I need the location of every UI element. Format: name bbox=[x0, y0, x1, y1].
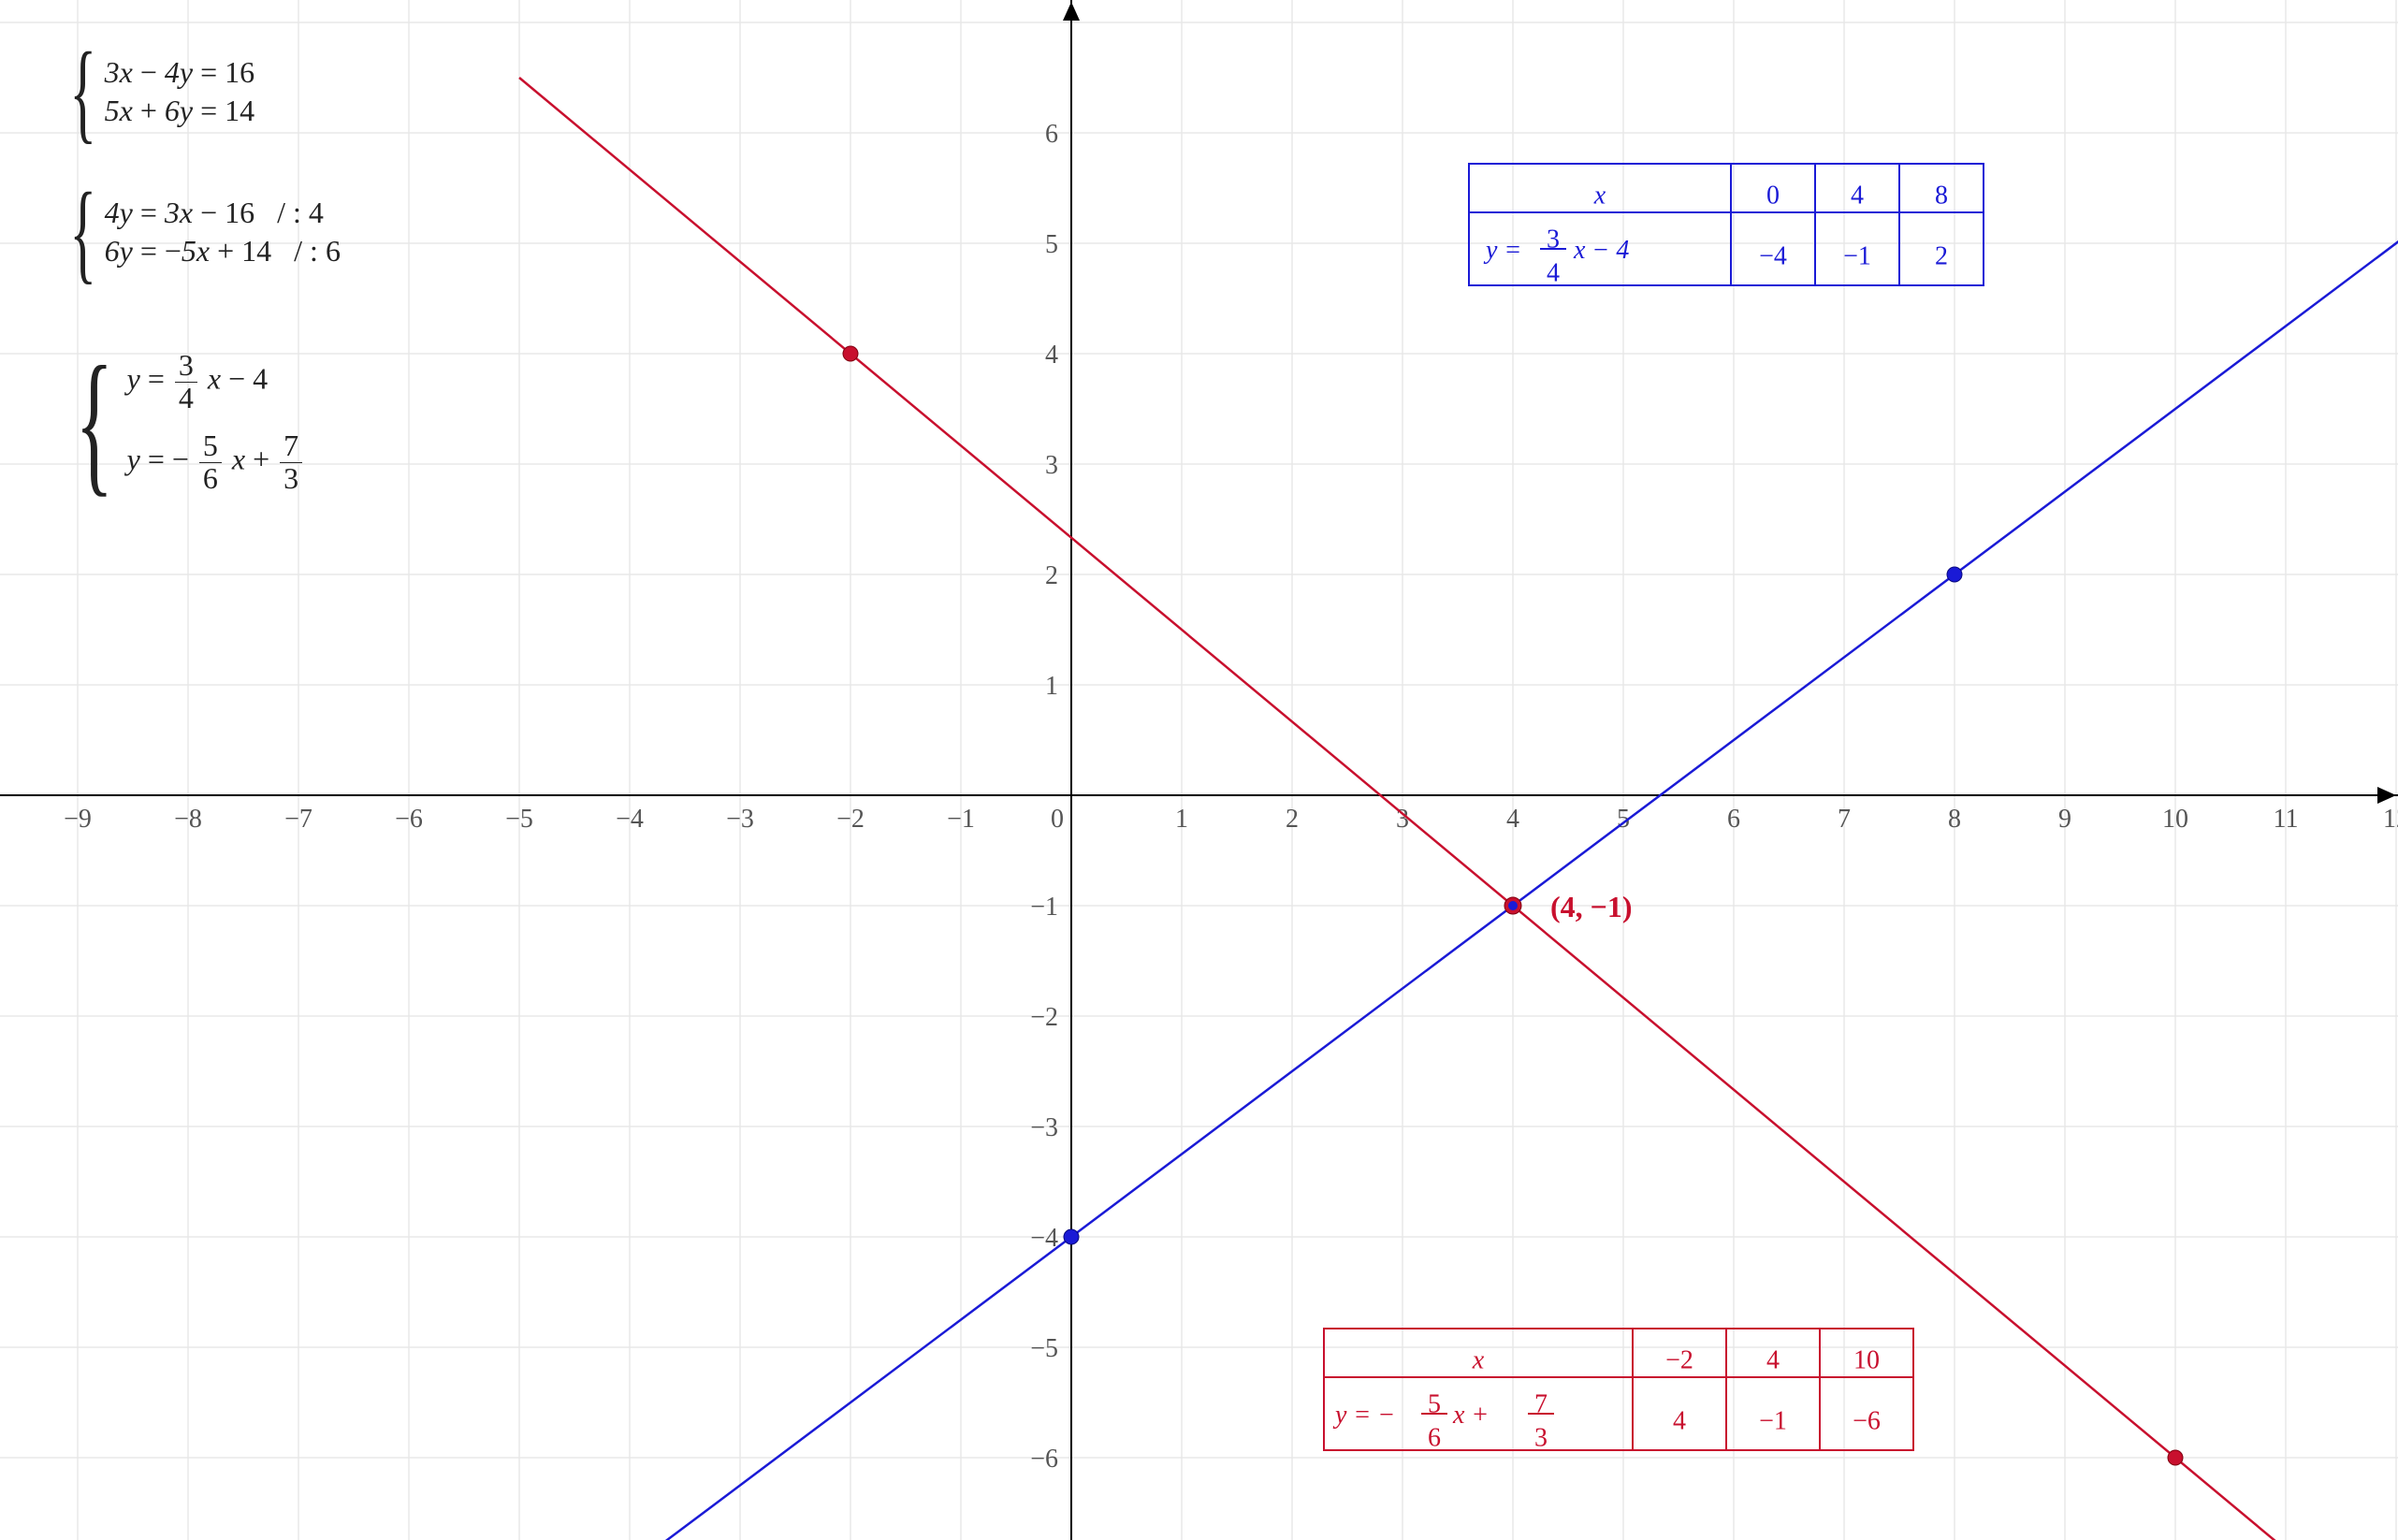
y-tick-label: 4 bbox=[1045, 341, 1058, 370]
table-red-header-val: 4 bbox=[1766, 1345, 1780, 1374]
table-blue-header-val: 0 bbox=[1766, 181, 1780, 210]
frac-n: 3 bbox=[175, 350, 197, 383]
y-tick-label: 3 bbox=[1045, 451, 1058, 480]
y-tick-label: 5 bbox=[1045, 230, 1058, 259]
x-tick-label: −4 bbox=[616, 805, 644, 834]
frac-d: 6 bbox=[199, 463, 222, 495]
table-blue-header-label: x bbox=[1593, 181, 1606, 210]
x-tick-label: −6 bbox=[395, 805, 423, 834]
equation-system-2: { 4y = 3x − 16 / : 4 6y = −5x + 14 / : 6 bbox=[56, 192, 341, 272]
x-tick-label: −2 bbox=[836, 805, 865, 834]
table-blue-row-val: 2 bbox=[1935, 241, 1948, 270]
intersection-label: (4, −1) bbox=[1550, 890, 1633, 923]
red-point bbox=[843, 346, 858, 361]
frac-n: 7 bbox=[280, 430, 302, 463]
table-red-header-label: x bbox=[1472, 1345, 1485, 1374]
table-blue-row-label: y = bbox=[1483, 236, 1521, 265]
y-tick-label: 1 bbox=[1045, 672, 1058, 701]
table-blue-row-val: −4 bbox=[1759, 241, 1787, 270]
y-tick-label: −1 bbox=[1030, 893, 1058, 922]
table-red-row-label: y = − bbox=[1332, 1401, 1395, 1430]
equation-system-3: { y = 34 x − 4 y = − 56 x + 73 bbox=[56, 346, 305, 498]
x-tick-label: −1 bbox=[947, 805, 975, 834]
x-tick-label: 12 bbox=[2383, 805, 2398, 834]
x-tick-label: −5 bbox=[505, 805, 533, 834]
eq2-rhs: 14 bbox=[225, 94, 254, 127]
x-tick-label: 10 bbox=[2162, 805, 2188, 834]
table-red-frac2-d: 3 bbox=[1534, 1423, 1548, 1452]
x-tick-label: −7 bbox=[284, 805, 312, 834]
table-red-header-val: 10 bbox=[1853, 1345, 1880, 1374]
table-blue-header-val: 4 bbox=[1851, 181, 1864, 210]
y-tick-label: −3 bbox=[1030, 1113, 1058, 1142]
red-point bbox=[2168, 1450, 2183, 1465]
x-tick-label: 4 bbox=[1506, 805, 1519, 834]
y-tick-label: −5 bbox=[1030, 1334, 1058, 1363]
equation-system-1: { 3x − 4y = 16 5x + 6y = 14 bbox=[56, 51, 254, 132]
x-tick-label: 2 bbox=[1286, 805, 1299, 834]
coordinate-plot: −9−8−7−6−5−4−3−2−10123456789101112−7−6−5… bbox=[0, 0, 2398, 1540]
red-line bbox=[519, 78, 2398, 1540]
table-red-row-val: −6 bbox=[1853, 1406, 1881, 1435]
blue-point bbox=[1064, 1229, 1079, 1244]
y-tick-label: 2 bbox=[1045, 561, 1058, 590]
x-tick-label: 9 bbox=[2058, 805, 2071, 834]
table-blue-header-val: 8 bbox=[1935, 181, 1948, 210]
table-red-header-val: −2 bbox=[1665, 1345, 1693, 1374]
frac-d: 4 bbox=[175, 383, 197, 414]
blue-point bbox=[1947, 567, 1962, 582]
table-red-frac1-d: 6 bbox=[1428, 1423, 1441, 1452]
table-blue-frac-d: 4 bbox=[1547, 258, 1560, 287]
x-axis-arrow bbox=[2377, 787, 2396, 804]
y-tick-label: −6 bbox=[1030, 1445, 1058, 1474]
x-tick-label: 1 bbox=[1175, 805, 1188, 834]
x-tick-label: −9 bbox=[64, 805, 92, 834]
eq1-rhs: 16 bbox=[225, 55, 254, 89]
table-blue-row-label-post: x − 4 bbox=[1573, 236, 1629, 265]
x-tick-label: 6 bbox=[1727, 805, 1740, 834]
x-tick-label: 7 bbox=[1838, 805, 1851, 834]
x-tick-label: −8 bbox=[174, 805, 202, 834]
frac-n: 5 bbox=[199, 430, 222, 463]
x-tick-label: 8 bbox=[1948, 805, 1961, 834]
intersection-point-inner bbox=[1508, 901, 1518, 910]
y-tick-label: 6 bbox=[1045, 120, 1058, 149]
table-red-row-val: −1 bbox=[1759, 1406, 1787, 1435]
y-tick-label: −2 bbox=[1030, 1003, 1058, 1032]
table-red-row-label-mid: x + bbox=[1452, 1401, 1489, 1430]
table-red-row-val: 4 bbox=[1673, 1406, 1686, 1435]
x-tick-label: −3 bbox=[726, 805, 754, 834]
blue-line bbox=[519, 161, 2398, 1540]
frac-d: 3 bbox=[280, 463, 302, 495]
table-blue-row-val: −1 bbox=[1843, 241, 1871, 270]
tick-label-0: 0 bbox=[1051, 805, 1064, 834]
x-tick-label: 11 bbox=[2274, 805, 2299, 834]
y-axis-arrow bbox=[1063, 2, 1080, 21]
